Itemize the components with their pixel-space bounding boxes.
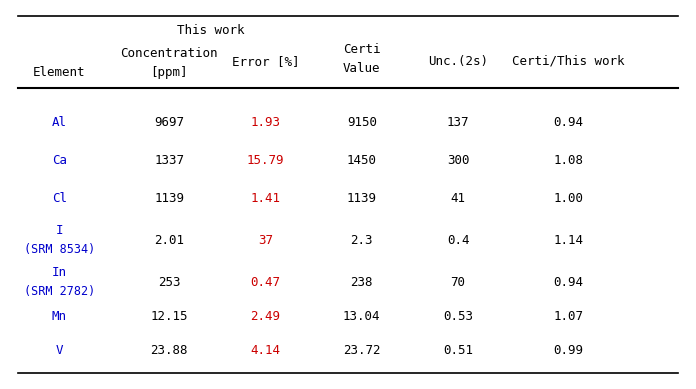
Text: Ca: Ca — [52, 154, 67, 167]
Text: 12.15: 12.15 — [150, 310, 188, 323]
Text: 1139: 1139 — [155, 192, 184, 205]
Text: 1.00: 1.00 — [553, 192, 583, 205]
Text: Error [%]: Error [%] — [232, 55, 299, 68]
Text: (SRM 2782): (SRM 2782) — [24, 285, 95, 298]
Text: Concentration: Concentration — [120, 47, 218, 60]
Text: In: In — [52, 266, 67, 279]
Text: Cl: Cl — [52, 192, 67, 205]
Text: 41: 41 — [450, 192, 466, 205]
Text: 300: 300 — [447, 154, 469, 167]
Text: 13.04: 13.04 — [343, 310, 381, 323]
Text: Element: Element — [33, 66, 86, 79]
Text: 0.94: 0.94 — [553, 275, 583, 289]
Text: 23.72: 23.72 — [343, 344, 381, 357]
Text: 137: 137 — [447, 116, 469, 129]
Text: 1.07: 1.07 — [553, 310, 583, 323]
Text: V: V — [56, 344, 63, 357]
Text: 1.41: 1.41 — [251, 192, 280, 205]
Text: I: I — [56, 224, 63, 237]
Text: 2.3: 2.3 — [351, 234, 373, 247]
Text: 0.53: 0.53 — [443, 310, 473, 323]
Text: 2.49: 2.49 — [251, 310, 280, 323]
Text: This work: This work — [177, 25, 244, 37]
Text: 253: 253 — [158, 275, 180, 289]
Text: 1450: 1450 — [347, 154, 377, 167]
Text: 0.94: 0.94 — [553, 116, 583, 129]
Text: Mn: Mn — [52, 310, 67, 323]
Text: Unc.(2s): Unc.(2s) — [428, 55, 488, 68]
Text: (SRM 8534): (SRM 8534) — [24, 243, 95, 256]
Text: 70: 70 — [450, 275, 466, 289]
Text: Certi: Certi — [343, 43, 381, 56]
Text: 0.4: 0.4 — [447, 234, 469, 247]
Text: Value: Value — [343, 62, 381, 75]
Text: 2.01: 2.01 — [155, 234, 184, 247]
Text: 15.79: 15.79 — [246, 154, 284, 167]
Text: 37: 37 — [258, 234, 273, 247]
Text: 9150: 9150 — [347, 116, 377, 129]
Text: 0.99: 0.99 — [553, 344, 583, 357]
Text: 1.93: 1.93 — [251, 116, 280, 129]
Text: 1337: 1337 — [155, 154, 184, 167]
Text: 9697: 9697 — [155, 116, 184, 129]
Text: 1139: 1139 — [347, 192, 377, 205]
Text: 1.08: 1.08 — [553, 154, 583, 167]
Text: Certi/This work: Certi/This work — [512, 55, 624, 68]
Text: 23.88: 23.88 — [150, 344, 188, 357]
Text: 1.14: 1.14 — [553, 234, 583, 247]
Text: [ppm]: [ppm] — [150, 66, 188, 79]
Text: 0.51: 0.51 — [443, 344, 473, 357]
Text: 0.47: 0.47 — [251, 275, 280, 289]
Text: 238: 238 — [351, 275, 373, 289]
Text: 4.14: 4.14 — [251, 344, 280, 357]
Text: Al: Al — [52, 116, 67, 129]
